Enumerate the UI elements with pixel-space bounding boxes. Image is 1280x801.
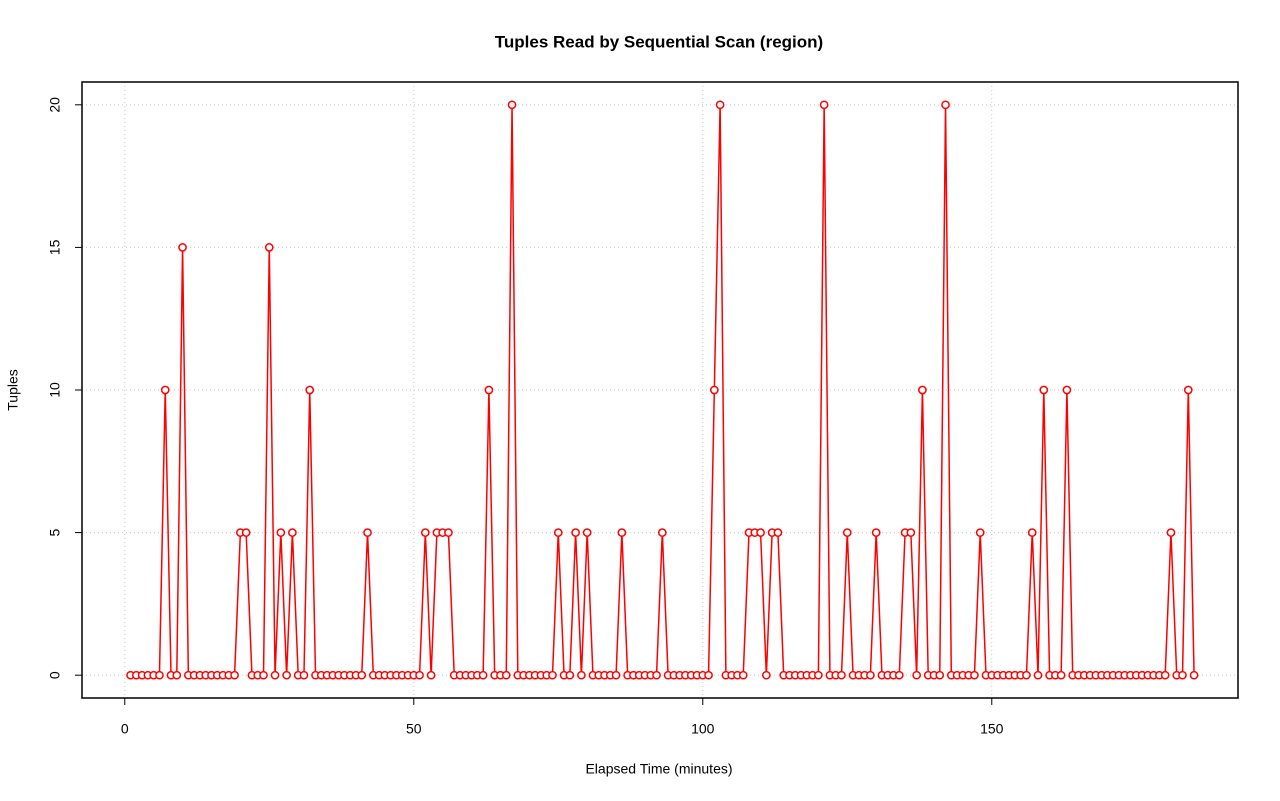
data-point	[935, 670, 945, 680]
x-tick-label: 50	[406, 721, 422, 737]
data-point	[1183, 385, 1193, 395]
data-point	[288, 528, 297, 537]
data-point	[1189, 670, 1199, 680]
data-point	[709, 385, 719, 395]
data-point	[241, 528, 251, 537]
x-tick-label: 0	[121, 721, 129, 737]
data-point	[756, 528, 765, 537]
data-point	[1027, 528, 1037, 537]
data-point	[305, 385, 315, 395]
y-tick-label: 5	[47, 528, 63, 536]
data-point	[571, 528, 580, 537]
x-axis-label: Elapsed Time (minutes)	[585, 761, 732, 777]
data-point	[652, 670, 661, 680]
data-point	[178, 243, 187, 252]
data-point	[299, 670, 309, 680]
data-point	[1160, 670, 1170, 680]
data-point	[1178, 670, 1187, 680]
data-point	[357, 670, 367, 680]
data-point	[871, 528, 881, 537]
data-point	[762, 670, 771, 680]
data-point	[1039, 385, 1049, 395]
data-point	[842, 528, 852, 537]
data-point	[270, 670, 280, 680]
data-point	[426, 670, 436, 680]
data-point	[1022, 670, 1031, 680]
data-point	[918, 385, 927, 395]
data-point	[704, 670, 713, 680]
data-point	[230, 670, 239, 680]
y-tick-label: 20	[47, 97, 63, 113]
data-point	[866, 670, 875, 680]
data-point	[582, 528, 592, 537]
data-point	[565, 670, 575, 680]
data-point	[276, 528, 286, 537]
data-point	[363, 528, 372, 537]
y-tick-label: 10	[47, 382, 63, 398]
data-point	[484, 385, 494, 395]
data-point	[819, 100, 829, 110]
x-tick-label: 100	[691, 721, 715, 737]
data-point	[478, 670, 488, 680]
data-point	[975, 528, 985, 537]
data-point	[912, 670, 921, 680]
data-point	[507, 100, 517, 110]
y-tick-label: 0	[47, 671, 63, 679]
data-point	[155, 670, 164, 680]
chart-title: Tuples Read by Sequential Scan (region)	[495, 32, 823, 51]
data-point	[282, 670, 291, 680]
data-point	[415, 670, 424, 680]
data-point	[1166, 528, 1176, 537]
data-point	[1033, 670, 1043, 680]
data-point	[941, 100, 950, 110]
data-point	[837, 670, 846, 680]
data-point	[617, 528, 627, 537]
data-point	[715, 100, 725, 110]
data-point	[970, 670, 979, 680]
data-point	[1062, 385, 1072, 395]
data-point	[773, 528, 783, 537]
y-tick-label: 15	[47, 239, 63, 255]
data-point	[894, 670, 904, 680]
plot-frame	[81, 81, 1239, 699]
data-point	[548, 670, 557, 680]
data-point	[444, 528, 453, 537]
x-tick-label: 150	[980, 721, 1004, 737]
data-point	[738, 670, 748, 680]
data-point	[172, 670, 182, 680]
data-point	[420, 528, 430, 537]
data-point	[501, 670, 511, 680]
data-point	[160, 385, 170, 395]
data-point	[657, 528, 667, 537]
data-point	[611, 670, 621, 680]
data-point	[906, 528, 916, 537]
data-point	[264, 243, 274, 252]
y-axis-label: Tuples	[5, 369, 21, 411]
data-point	[577, 670, 586, 680]
data-point	[814, 670, 823, 680]
data-point	[1056, 670, 1066, 680]
data-point	[259, 670, 268, 680]
data-point	[553, 528, 563, 537]
